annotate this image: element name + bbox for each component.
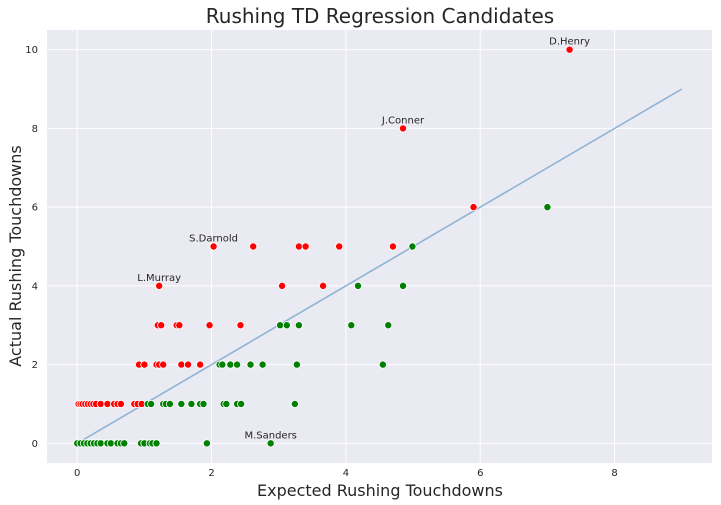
data-point-over	[278, 281, 287, 290]
data-point-under	[202, 439, 211, 448]
y-tick-label: 0	[32, 439, 38, 450]
data-point-under	[384, 321, 393, 330]
data-point-over	[335, 242, 344, 251]
regression-line	[76, 88, 683, 445]
data-point-under	[199, 399, 208, 408]
data-point-over	[236, 321, 245, 330]
data-point-over	[116, 399, 125, 408]
data-point-over	[388, 242, 397, 251]
data-points	[73, 45, 574, 448]
x-axis-ticks: 0 2 4 6 8	[74, 468, 618, 479]
data-point-over	[209, 242, 218, 251]
y-tick-label: 4	[32, 281, 38, 292]
data-point-over	[301, 242, 310, 251]
data-point-under	[237, 399, 246, 408]
data-point-under	[408, 242, 417, 251]
plot-area	[47, 30, 712, 463]
data-point-under	[152, 439, 161, 448]
data-point-over	[103, 399, 112, 408]
x-tick-label: 4	[343, 468, 349, 479]
data-point-over	[249, 242, 258, 251]
y-axis-ticks: 0 2 4 6 8 10	[25, 45, 38, 450]
data-point-under	[246, 360, 255, 369]
data-point-over	[294, 242, 303, 251]
data-point-under	[347, 321, 356, 330]
data-point-over	[399, 124, 408, 133]
data-point-under	[96, 439, 105, 448]
data-point-under	[399, 281, 408, 290]
data-point-under	[378, 360, 387, 369]
data-point-over	[205, 321, 214, 330]
x-tick-label: 8	[611, 468, 617, 479]
data-point-under	[120, 439, 129, 448]
data-point-over	[159, 360, 168, 369]
data-point-under	[233, 360, 242, 369]
data-point-under	[294, 321, 303, 330]
annotation-label: J.Conner	[381, 115, 425, 126]
annotation-label: L.Murray	[137, 273, 181, 284]
data-point-over	[469, 203, 478, 212]
x-tick-label: 2	[208, 468, 214, 479]
data-point-over	[184, 360, 193, 369]
data-point-over	[157, 321, 166, 330]
data-point-under	[266, 439, 275, 448]
data-point-under	[282, 321, 291, 330]
data-point-under	[226, 360, 235, 369]
data-point-under	[106, 439, 115, 448]
annotation-label: M.Sanders	[244, 430, 296, 441]
y-tick-label: 6	[32, 203, 38, 214]
data-point-under	[218, 360, 227, 369]
data-point-under	[276, 321, 285, 330]
data-point-under	[147, 399, 156, 408]
y-tick-label: 10	[25, 45, 38, 56]
data-point-over	[319, 281, 328, 290]
data-point-over	[175, 321, 184, 330]
annotation-label: D.Henry	[549, 37, 590, 48]
data-point-over	[96, 399, 105, 408]
x-axis-label: Expected Rushing Touchdowns	[257, 481, 503, 500]
data-point-under	[290, 399, 299, 408]
data-point-over	[196, 360, 205, 369]
y-axis-label: Actual Rushing Touchdowns	[6, 145, 25, 366]
data-point-under	[187, 399, 196, 408]
data-point-over	[565, 45, 574, 54]
annotation-label: S.Darnold	[189, 234, 238, 245]
data-point-under	[165, 399, 174, 408]
data-point-over	[155, 281, 164, 290]
data-point-over	[177, 360, 186, 369]
data-point-under	[258, 360, 267, 369]
data-point-under	[222, 399, 231, 408]
data-point-under	[292, 360, 301, 369]
data-point-under	[177, 399, 186, 408]
point-annotations: D.Henry J.Conner S.Darnold L.Murray M.Sander…	[137, 37, 590, 442]
chart-title: Rushing TD Regression Candidates	[206, 4, 554, 28]
x-tick-label: 6	[477, 468, 483, 479]
y-tick-label: 8	[32, 124, 38, 135]
x-tick-label: 0	[74, 468, 80, 479]
data-point-over	[140, 360, 149, 369]
data-point-under	[543, 203, 552, 212]
data-point-under	[354, 281, 363, 290]
y-tick-label: 2	[32, 360, 38, 371]
